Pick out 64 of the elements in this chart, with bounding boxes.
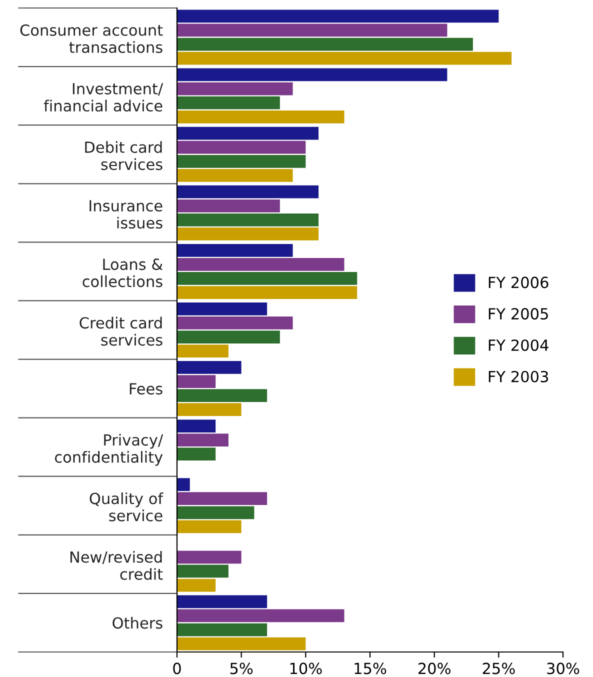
bar [177,330,280,344]
bar [177,623,268,636]
legend-label: FY 2005 [488,308,548,320]
x-tick-label: 0 [173,662,181,674]
bar [177,96,280,110]
bar [177,609,344,622]
y-tick-label: Investment/ financial advice [44,83,164,112]
bar [177,448,216,461]
y-tick-label: Privacy/ confidentiality [55,434,164,466]
bar [177,595,268,608]
x-tick-label: 10% [290,662,322,674]
bar [177,228,319,240]
bar [177,344,228,358]
legend-label: FY 2006 [488,276,548,288]
bar [177,38,473,51]
x-tick-label: 15% [354,662,386,674]
y-tick-label: Loans & collections [82,258,163,288]
bar [177,82,293,96]
y-tick-label: Credit card services [80,316,162,346]
bar [177,316,293,330]
x-tick-label: 25% [482,662,515,674]
bar [177,140,306,154]
y-tick-label: Fees [130,383,162,395]
bar [177,478,190,491]
bar [177,213,319,226]
bar [177,185,319,198]
bar [177,434,228,447]
x-tick-label: 30% [547,662,580,674]
bar [177,199,280,212]
bar [177,110,344,124]
bar [177,52,512,65]
y-tick-label: Quality of service [90,492,164,522]
y-tick-label: Insurance issues [90,200,162,229]
y-tick-label: Consumer account transactions [20,24,163,54]
legend-label: FY 2004 [488,339,548,351]
bar [177,244,293,257]
bar [177,564,228,578]
y-tick-label: Others [112,616,162,629]
x-tick-label: 5% [230,662,253,674]
bar [177,389,268,402]
bar [177,420,216,432]
bar [177,272,358,285]
legend-label: FY 2003 [488,370,548,382]
bar [177,24,448,37]
bar [177,126,319,140]
bar [177,492,268,506]
bar [177,302,268,316]
x-tick-label: 20% [418,662,450,674]
bar [177,578,216,592]
bar [177,286,358,299]
bar [177,361,242,374]
bar [177,550,242,564]
y-tick-label: Debit card services [85,141,162,170]
bar [177,637,306,650]
bar [177,154,306,168]
bar [177,375,216,388]
bar [177,506,254,520]
bar [177,258,344,271]
bar [177,169,293,182]
bar [177,403,242,416]
y-tick-label: New/revised credit [70,550,163,580]
bar [177,10,499,23]
bar [177,520,242,534]
bar [177,68,448,82]
